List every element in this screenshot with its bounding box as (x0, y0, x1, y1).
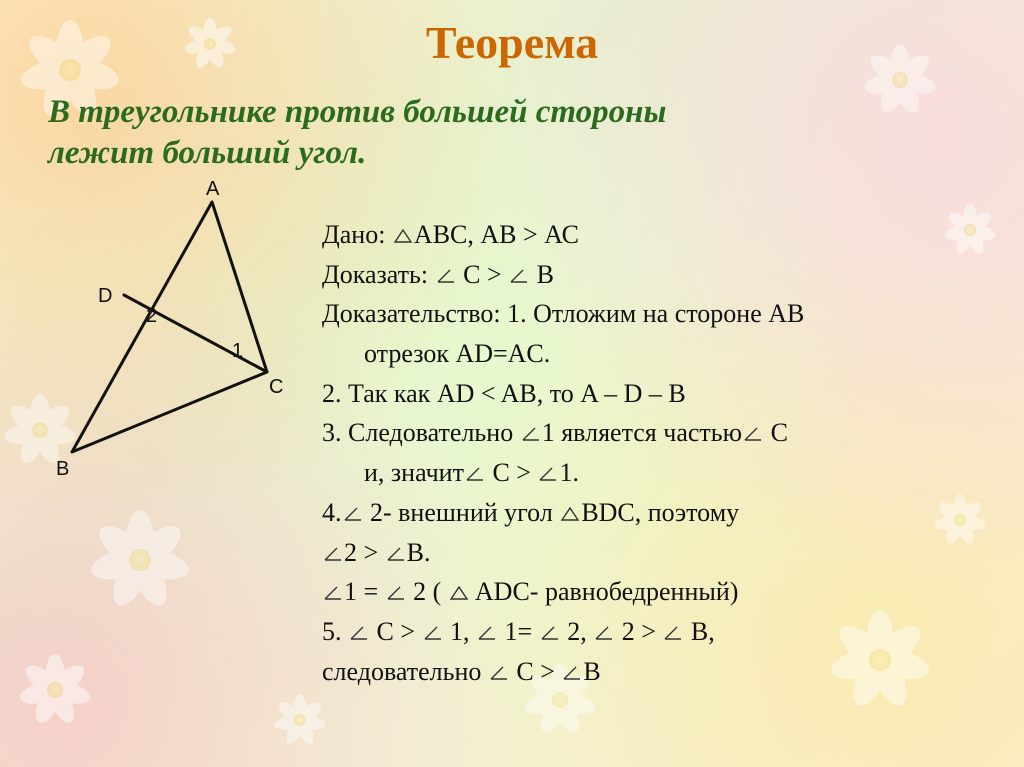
slide-root: Теорема В треугольнике против большей ст… (0, 0, 1024, 767)
proof-line-5: 3. Следовательно 1 является частью С (322, 414, 998, 452)
angle-icon (561, 664, 583, 682)
slide-title: Теорема (0, 16, 1024, 69)
diagram-svg (32, 192, 322, 482)
angle-icon (464, 465, 486, 483)
angle-icon (385, 545, 407, 563)
proof-line-3b: отрезок AD=AC. (322, 335, 998, 373)
proof-line-11: следовательно С > В (322, 653, 998, 691)
triangle-icon (392, 227, 414, 245)
angle-icon (488, 664, 510, 682)
proof-line-2: Доказать: С > В (322, 256, 998, 294)
angle-icon (742, 425, 764, 443)
vertex-label-a: А (206, 178, 219, 201)
angle-icon (593, 624, 615, 642)
angle-icon (385, 584, 407, 602)
proof-line-8: 2 > В. (322, 534, 998, 572)
triangle-icon (448, 584, 470, 602)
proof-line-4: 2. Так как AD < AB, то A – D – B (322, 375, 998, 413)
proof-line-6: и, значит С > 1. (322, 454, 998, 492)
angle-icon (537, 465, 559, 483)
angle-icon (422, 624, 444, 642)
vertex-label-d: D (98, 285, 112, 308)
proof-line-1: Дано: АВС, АВ > АС (322, 216, 998, 254)
angle-icon (342, 505, 364, 523)
proof-line-10: 5. С > 1, 1= 2, 2 > В, (322, 613, 998, 651)
vertex-label-c: С (269, 376, 283, 399)
proof-line-7: 4. 2- внешний угол BDC, поэтому (322, 494, 998, 532)
angle-icon (539, 624, 561, 642)
vertex-label-b: В (56, 458, 69, 481)
proof-line-3a: Доказательство: 1. Отложим на стороне АВ (322, 295, 998, 333)
triangle-diagram: А В С D 1 2 (32, 192, 322, 482)
angle-icon (508, 267, 530, 285)
angle-icon (435, 267, 457, 285)
angle-icon (476, 624, 498, 642)
theorem-statement: В треугольнике против большей стороны ле… (48, 92, 968, 175)
triangle-icon (559, 505, 581, 523)
statement-line-2: лежит больший угол. (48, 133, 968, 174)
angle-icon (520, 425, 542, 443)
angle-label-2: 2 (146, 305, 157, 328)
angle-icon (322, 584, 344, 602)
proof-block: Дано: АВС, АВ > АС Доказать: С > В Доказ… (322, 216, 998, 692)
angle-label-1: 1 (232, 340, 243, 363)
statement-line-1: В треугольнике против большей стороны (48, 92, 968, 133)
angle-icon (322, 545, 344, 563)
angle-icon (348, 624, 370, 642)
angle-icon (662, 624, 684, 642)
proof-line-9: 1 = 2 ( ADC- равнобедренный) (322, 573, 998, 611)
